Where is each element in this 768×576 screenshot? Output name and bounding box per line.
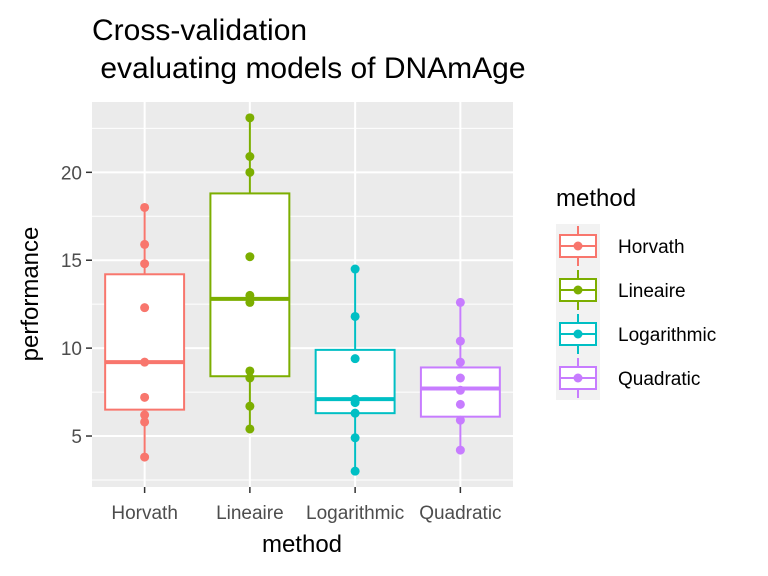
data-point [140, 357, 150, 367]
data-point [245, 424, 255, 434]
legend-key-point [573, 241, 583, 251]
chart-title-line-1: Cross-validation [92, 14, 307, 47]
data-point [350, 354, 360, 364]
y-tick-label: 20 [61, 163, 82, 184]
legend-label: Horvath [618, 237, 685, 258]
data-point [245, 297, 255, 307]
y-tick-label: 15 [61, 251, 82, 272]
legend: method Horvath Lineaire Logarithmic Quadrat… [556, 185, 716, 400]
data-point [140, 303, 150, 313]
data-point [350, 408, 360, 418]
data-point [455, 373, 465, 383]
legend-key-point [573, 373, 583, 383]
legend-label: Lineaire [618, 281, 686, 302]
data-layer [104, 113, 501, 476]
y-tick-label: 10 [61, 339, 82, 360]
data-point [455, 297, 465, 307]
data-point [350, 394, 360, 404]
data-point [455, 445, 465, 455]
y-tick-label: 5 [71, 427, 82, 448]
data-point [455, 415, 465, 425]
x-tick-label: Lineaire [216, 503, 284, 524]
data-point [350, 433, 360, 443]
data-point [455, 357, 465, 367]
data-point [140, 259, 150, 269]
data-point [455, 336, 465, 346]
data-point [245, 290, 255, 300]
data-point [245, 167, 255, 177]
data-point [245, 366, 255, 376]
axes: 5 10 15 20 Horvath Lineaire Logarithmic Quadrat… [61, 163, 502, 524]
x-tick-label: Logarithmic [306, 503, 404, 524]
data-point [245, 373, 255, 383]
x-axis-title: method [262, 531, 342, 558]
y-axis-title: performance [17, 227, 44, 362]
chart-title-line-2: evaluating models of DNAmAge [92, 52, 526, 85]
data-point [140, 452, 150, 462]
legend-title: method [556, 185, 636, 212]
data-point [245, 252, 255, 262]
box [209, 192, 291, 378]
data-point [455, 399, 465, 409]
data-point [140, 417, 150, 427]
x-tick-label: Horvath [111, 503, 178, 524]
data-point [245, 113, 255, 123]
data-point [140, 239, 150, 249]
box [104, 273, 186, 411]
data-point [455, 385, 465, 395]
data-point [350, 264, 360, 274]
data-point [140, 410, 150, 420]
legend-label: Logarithmic [618, 325, 716, 346]
legend-label: Quadratic [618, 369, 700, 390]
legend-key-point [573, 329, 583, 339]
legend-key-point [573, 285, 583, 295]
data-point [245, 401, 255, 411]
x-tick-label: Quadratic [419, 503, 501, 524]
data-point [140, 202, 150, 212]
data-point [140, 392, 150, 402]
data-point [350, 311, 360, 321]
data-point [350, 466, 360, 476]
data-point [245, 151, 255, 161]
